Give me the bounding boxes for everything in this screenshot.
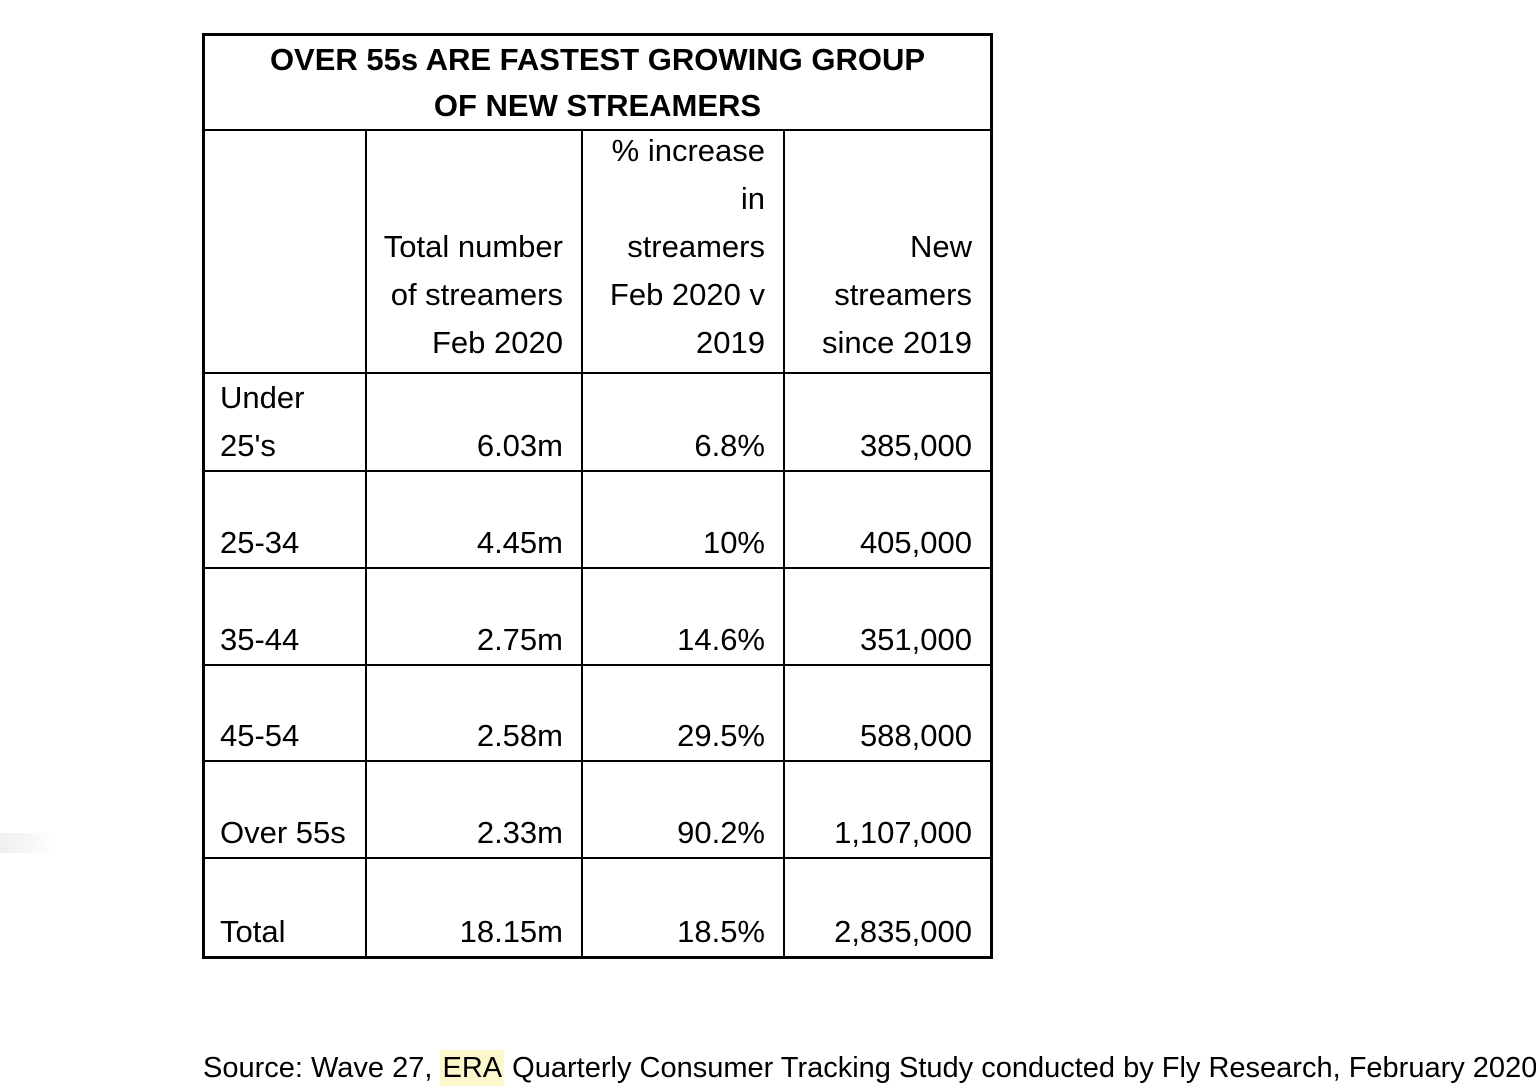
table-title: OVER 55s ARE FASTEST GROWING GROUP OF NE… <box>205 36 990 131</box>
table-grid: Total number of streamers Feb 2020 % inc… <box>205 131 990 956</box>
cell-new-streamers: 1,107,000 <box>785 762 990 860</box>
cell-total-streamers: 18.15m <box>367 859 583 956</box>
cell-new-streamers: 2,835,000 <box>834 914 972 949</box>
cell-pct-increase: 10% <box>583 472 785 569</box>
cell-new-streamers: 405,000 <box>785 472 990 569</box>
cell-new-streamers: 351,000 <box>785 569 990 666</box>
column-header-new-streamers: New streamers since 2019 <box>785 131 990 374</box>
row-label: Total <box>205 859 367 956</box>
cell-total-streamers: 2.58m <box>367 665 583 763</box>
row-label: Over 55s <box>205 762 367 860</box>
scrollbar-artifact <box>0 833 58 853</box>
streamers-table: OVER 55s ARE FASTEST GROWING GROUP OF NE… <box>202 33 993 959</box>
row-label: 35-44 <box>205 568 367 666</box>
cell-new-streamers: 588,000 <box>785 666 990 763</box>
source-suffix: Quarterly Consumer Tracking Study conduc… <box>504 1052 1536 1084</box>
row-label: 45-54 <box>205 665 367 763</box>
row-label: Under 25's <box>205 374 367 472</box>
cell-total-streamers: 2.33m <box>367 762 583 860</box>
cell-new-streamers: 385,000 <box>785 374 990 472</box>
cell-pct-increase: 90.2% <box>583 762 785 860</box>
cell-pct-increase: 18.5% <box>583 859 785 956</box>
cell-pct-increase: 6.8% <box>583 374 785 472</box>
cell-pct-increase: 29.5% <box>583 665 785 763</box>
cell-pct-increase: 14.6% <box>583 568 785 666</box>
column-header-total-streamers: Total number of streamers Feb 2020 <box>367 131 583 374</box>
column-header-pct-increase: % increase in streamers Feb 2020 v 2019 <box>583 131 785 374</box>
source-text: Source: Wave 27, ERA Quarterly Consumer … <box>203 1049 1536 1087</box>
cell-total-streamers: 4.45m <box>367 472 583 569</box>
row-label: 25-34 <box>205 472 367 569</box>
source-prefix: Source: Wave 27, <box>203 1052 441 1084</box>
cell-total-streamers: 2.75m <box>367 568 583 666</box>
highlighted-text: ERA <box>440 1050 505 1086</box>
cell-total-streamers: 6.03m <box>367 374 583 472</box>
column-header-group <box>205 131 367 374</box>
